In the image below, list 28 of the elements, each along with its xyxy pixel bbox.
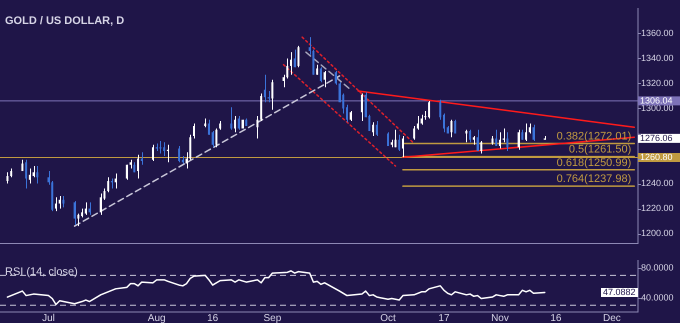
- y-tick-label: 1200.00: [641, 228, 674, 238]
- y-tick-label: 1360.00: [641, 28, 674, 38]
- x-tick-label: 17: [438, 312, 450, 323]
- y-tick-label: 1320.00: [641, 78, 674, 88]
- series-label: 0.382(1272.01): [556, 130, 632, 143]
- legend-label: 0.618(1250.99): [556, 156, 632, 169]
- y-tick-label: 1220.00: [641, 203, 674, 214]
- ref-line-label: 1260.80: [640, 152, 673, 162]
- y-tick-label: 1300.00: [641, 102, 674, 113]
- x-tick-label: 16: [550, 312, 562, 323]
- annotation: 47.0882: [603, 286, 636, 297]
- x-tick-label: Jul: [42, 312, 55, 323]
- annotation: 1276.06: [640, 132, 673, 143]
- ref-line-label: 1306.04: [640, 95, 673, 106]
- text: GOLD / US DOLLAR, D: [5, 14, 124, 27]
- x-tick-label: Aug: [148, 312, 166, 323]
- series-label: 0.5(1261.50): [568, 144, 632, 156]
- chart-title: RSI (14, close): [5, 266, 78, 278]
- series-label: 0.764(1237.98): [556, 173, 632, 186]
- y-tick-label: 1240.00: [641, 178, 674, 188]
- x-tick-label: 16: [207, 312, 219, 323]
- x-tick-label: Sep: [263, 312, 282, 323]
- y-tick-label: 40.0000: [641, 292, 674, 302]
- x-tick-label: Dec: [602, 312, 621, 323]
- x-tick-label: Nov: [491, 312, 509, 323]
- x-tick-label: Oct: [380, 312, 396, 323]
- y-tick-label: 1340.00: [641, 52, 674, 63]
- y-tick-label: 80.0000: [641, 262, 674, 272]
